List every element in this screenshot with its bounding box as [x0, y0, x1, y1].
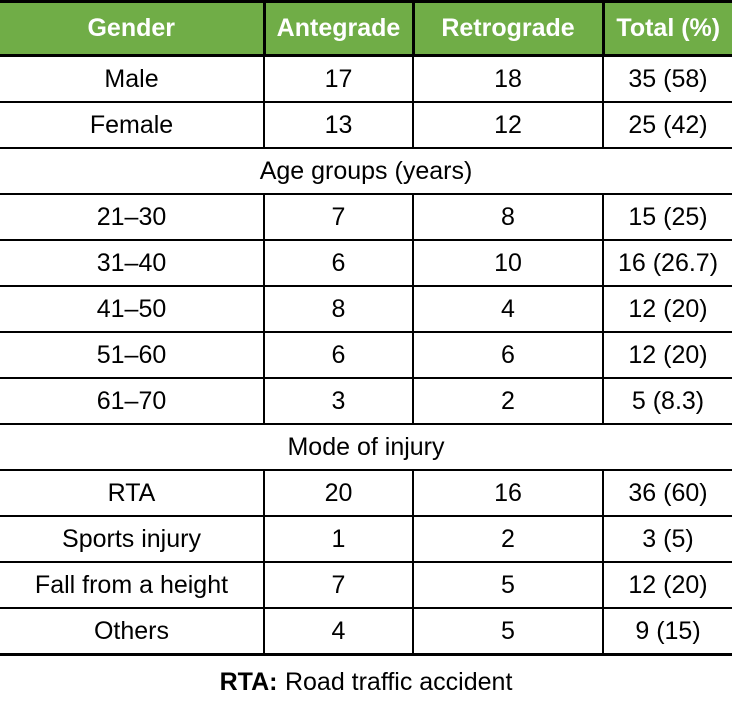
value-cell: 16 (26.7): [602, 240, 732, 287]
value-cell: 3: [263, 378, 413, 425]
row-label-cell: 41–50: [0, 286, 264, 333]
column-header-antegrade: Antegrade: [262, 0, 413, 57]
table-footnote: RTA: Road traffic accident: [0, 656, 732, 709]
value-cell: 5: [412, 562, 603, 609]
table-row: Fall from a height 7 5 12 (20): [0, 562, 732, 609]
value-cell: 15 (25): [602, 194, 732, 241]
value-cell: 12: [412, 102, 603, 149]
row-label-cell: Fall from a height: [0, 562, 264, 609]
table-body: Male 17 18 35 (58) Female 13 12 25 (42) Age grou…: [0, 55, 732, 656]
value-cell: 36 (60): [602, 470, 732, 517]
value-cell: 7: [263, 194, 413, 241]
value-cell: 6: [263, 332, 413, 379]
value-cell: 25 (42): [602, 102, 732, 149]
value-cell: 12 (20): [602, 562, 732, 609]
row-label-cell: Female: [0, 102, 264, 149]
section-row: Age groups (years): [0, 148, 732, 195]
value-cell: 6: [263, 240, 413, 287]
value-cell: 3 (5): [602, 516, 732, 563]
row-label-cell: RTA: [0, 470, 264, 517]
value-cell: 2: [412, 516, 603, 563]
table-row: 61–70 3 2 5 (8.3): [0, 378, 732, 425]
row-label-cell: 31–40: [0, 240, 264, 287]
value-cell: 20: [263, 470, 413, 517]
row-label-cell: 21–30: [0, 194, 264, 241]
value-cell: 10: [412, 240, 603, 287]
table-row: Others 4 5 9 (15): [0, 608, 732, 656]
value-cell: 13: [263, 102, 413, 149]
value-cell: 1: [263, 516, 413, 563]
footnote-text: Road traffic accident: [284, 668, 513, 696]
table-row: Sports injury 1 2 3 (5): [0, 516, 732, 563]
column-header-total: Total (%): [601, 0, 732, 57]
row-label-cell: 61–70: [0, 378, 264, 425]
table-row: Male 17 18 35 (58): [0, 55, 732, 103]
footnote-abbr: RTA:: [219, 668, 278, 696]
value-cell: 17: [263, 55, 413, 103]
value-cell: 6: [412, 332, 603, 379]
value-cell: 4: [412, 286, 603, 333]
table-row: 41–50 8 4 12 (20): [0, 286, 732, 333]
value-cell: 5: [412, 608, 603, 656]
row-label-cell: Sports injury: [0, 516, 264, 563]
header-row: Gender Antegrade Retrograde Total (%): [0, 0, 732, 57]
table-row: RTA 20 16 36 (60): [0, 470, 732, 517]
row-label-cell: 51–60: [0, 332, 264, 379]
column-header-retrograde: Retrograde: [411, 0, 603, 57]
section-header-cell: Age groups (years): [0, 148, 732, 195]
section-row: Mode of injury: [0, 424, 732, 471]
value-cell: 8: [412, 194, 603, 241]
table-row: 21–30 7 8 15 (25): [0, 194, 732, 241]
value-cell: 18: [412, 55, 603, 103]
column-header-gender: Gender: [0, 0, 264, 57]
value-cell: 7: [263, 562, 413, 609]
value-cell: 9 (15): [602, 608, 732, 656]
value-cell: 12 (20): [602, 332, 732, 379]
value-cell: 12 (20): [602, 286, 732, 333]
section-header-cell: Mode of injury: [0, 424, 732, 471]
value-cell: 4: [263, 608, 413, 656]
value-cell: 35 (58): [602, 55, 732, 103]
table-row: Female 13 12 25 (42): [0, 102, 732, 149]
row-label-cell: Others: [0, 608, 264, 656]
value-cell: 2: [412, 378, 603, 425]
value-cell: 8: [263, 286, 413, 333]
row-label-cell: Male: [0, 55, 264, 103]
value-cell: 16: [412, 470, 603, 517]
table-row: 51–60 6 6 12 (20): [0, 332, 732, 379]
table-row: 31–40 6 10 16 (26.7): [0, 240, 732, 287]
value-cell: 5 (8.3): [602, 378, 732, 425]
demographics-table: Gender Antegrade Retrograde Total (%) Ma…: [0, 0, 732, 656]
